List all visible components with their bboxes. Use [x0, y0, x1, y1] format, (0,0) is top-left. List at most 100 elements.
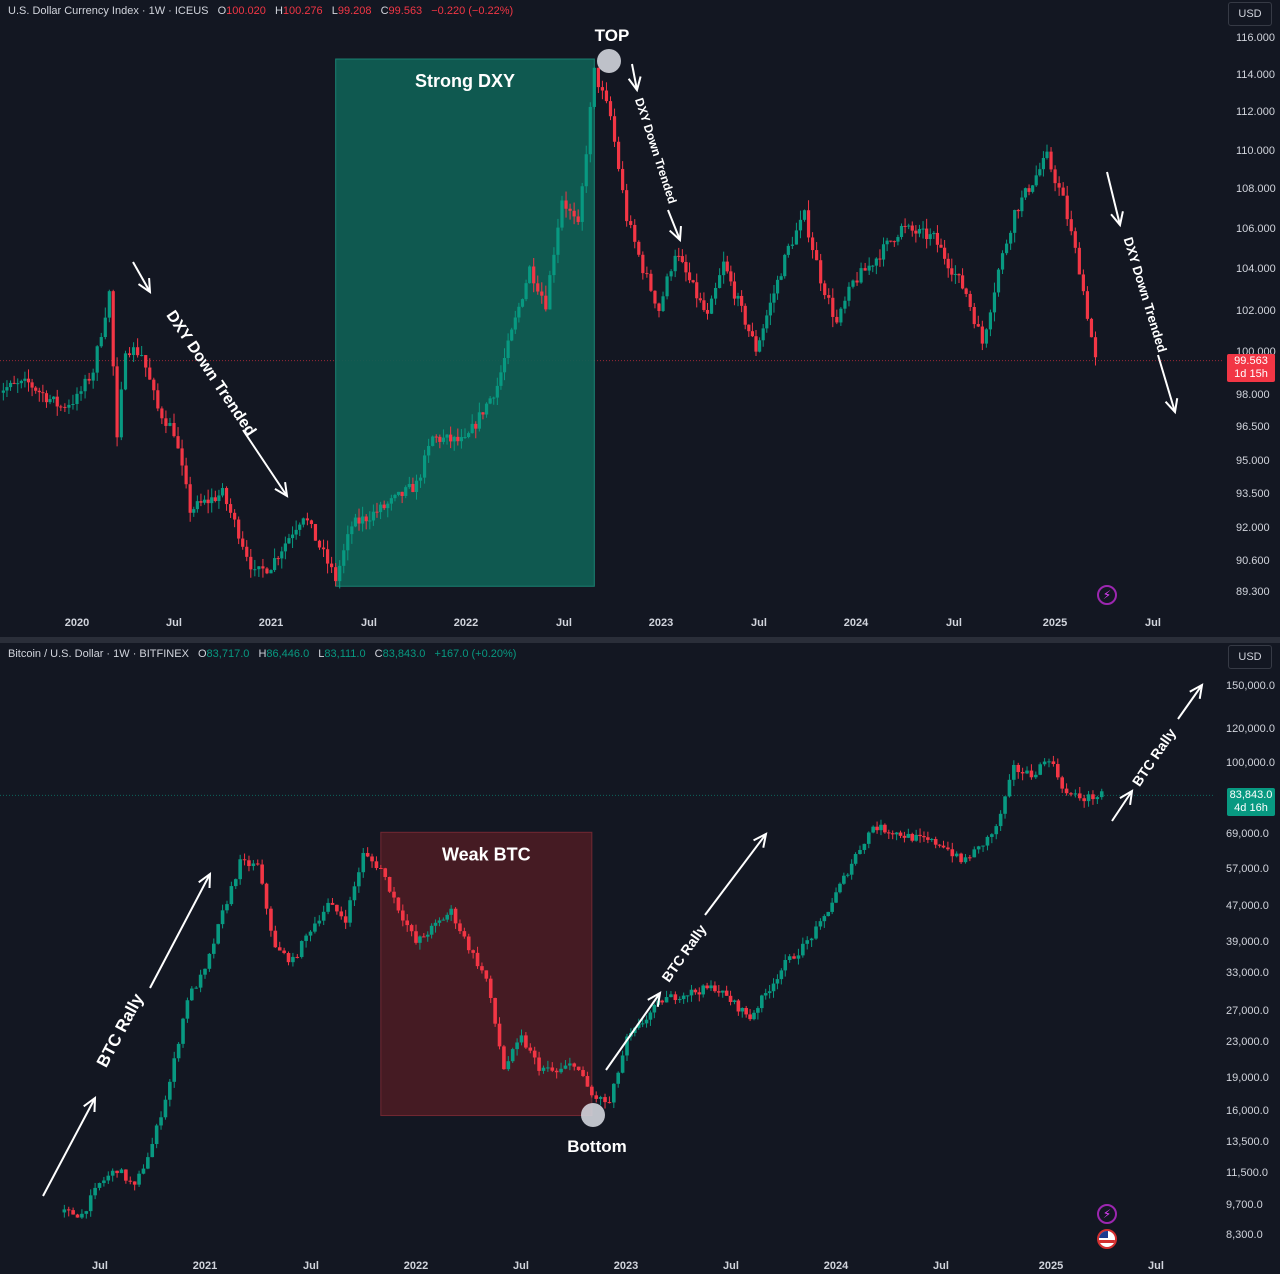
- btc-candle-body: [906, 833, 911, 838]
- btc-candle: [291, 952, 295, 967]
- dxy-y-tick-label: 98.000: [1236, 389, 1270, 401]
- dxy-candle: [396, 491, 401, 497]
- dxy-chart-svg[interactable]: Strong DXY 116.000 114.000 112.000 110.000 10…: [0, 0, 1280, 637]
- btc-candle: [488, 975, 493, 1003]
- dxy-candle-body: [592, 67, 596, 107]
- dxy-candle-body: [418, 477, 423, 481]
- btc-candle: [941, 840, 946, 849]
- dxy-candle: [867, 257, 871, 276]
- dxy-candle-body: [1020, 197, 1024, 212]
- btc-candle-body: [370, 856, 374, 862]
- dxy-candle-body: [839, 308, 843, 323]
- btc-candle: [493, 997, 497, 1027]
- btc-candle-body: [282, 950, 286, 954]
- dxy-candle: [172, 413, 176, 438]
- btc-candle: [422, 933, 426, 938]
- btc-candle: [796, 948, 801, 965]
- dxy-candle: [309, 519, 314, 529]
- dxy-candle: [342, 543, 346, 574]
- dxy-candle-body: [12, 382, 16, 384]
- dxy-candle: [757, 337, 762, 353]
- btc-candle-body: [458, 923, 462, 932]
- btc-candle-body: [894, 832, 899, 835]
- btc-candle-body: [317, 920, 322, 924]
- btc-candle: [229, 881, 234, 906]
- btc-candle: [728, 990, 733, 1006]
- btc-candle-body: [849, 863, 854, 875]
- btc-currency-button[interactable]: USD: [1228, 645, 1272, 669]
- dxy-candle-body: [1057, 183, 1061, 188]
- dxy-candle: [1065, 185, 1069, 226]
- btc-candle: [66, 1206, 71, 1217]
- btc-chart-svg[interactable]: Weak BTC 150,000.0 120,000.0 100,000.0 69,00…: [0, 643, 1280, 1274]
- btc-candle-body: [273, 930, 278, 948]
- dxy-candle-body: [669, 271, 673, 277]
- dxy-high-label: H: [274, 5, 283, 17]
- dxy-candle-body: [123, 353, 128, 390]
- btc-candle-body: [445, 914, 450, 920]
- btc-rally-arrow-1a: [42, 1095, 97, 1197]
- dxy-x-tick-label: Jul: [946, 617, 962, 629]
- btc-candle-body: [709, 985, 713, 989]
- btc-candle: [607, 1096, 612, 1104]
- btc-candle-body: [689, 989, 694, 996]
- dxy-candle-body: [265, 568, 269, 574]
- btc-candle-body: [796, 955, 801, 959]
- btc-candle-body: [563, 1065, 568, 1069]
- btc-candle: [84, 1210, 89, 1219]
- dxy-candle: [1000, 250, 1005, 274]
- btc-rally-arrow-3-head: [1189, 683, 1204, 699]
- dxy-candle: [740, 290, 744, 313]
- lightning-icon[interactable]: ⚡: [1097, 1204, 1117, 1224]
- btc-candle: [673, 991, 678, 1005]
- dxy-candle-body: [612, 116, 617, 142]
- dxy-chart-pane[interactable]: Strong DXY 116.000 114.000 112.000 110.000 10…: [0, 0, 1280, 637]
- dxy-candle: [115, 357, 119, 447]
- dxy-candle: [75, 387, 79, 411]
- dxy-candle-body: [819, 260, 823, 284]
- btc-candle-body: [159, 1117, 163, 1126]
- dxy-candle-body: [779, 276, 783, 280]
- dxy-candle: [19, 379, 23, 389]
- dxy-candle: [709, 295, 714, 315]
- btc-candle: [141, 1164, 146, 1175]
- btc-legend: Bitcoin / U.S. Dollar · 1W · BITFINEX O8…: [8, 648, 516, 660]
- dxy-candle: [798, 210, 803, 239]
- dxy-y-tick-label: 102.000: [1236, 305, 1276, 317]
- dxy-candle: [456, 428, 460, 446]
- btc-candle-body: [132, 1181, 137, 1185]
- dxy-candle-body: [283, 543, 287, 552]
- btc-candle-body: [771, 983, 776, 992]
- dxy-candle-body: [470, 423, 474, 434]
- dxy-currency-button[interactable]: USD: [1228, 2, 1272, 26]
- dxy-candle: [843, 296, 847, 314]
- dxy-candle-body: [91, 372, 95, 381]
- btc-candle: [387, 876, 392, 893]
- dxy-candle: [702, 292, 706, 312]
- dxy-candle: [294, 520, 298, 540]
- btc-chart-pane[interactable]: Weak BTC 150,000.0 120,000.0 100,000.0 69,00…: [0, 643, 1280, 1274]
- dxy-candle: [241, 531, 245, 550]
- dxy-candle: [1041, 151, 1046, 177]
- dxy-candle: [968, 290, 972, 311]
- dxy-candle-body: [645, 273, 649, 275]
- dxy-candle: [1057, 176, 1061, 196]
- us-flag-icon[interactable]: [1097, 1229, 1117, 1249]
- dxy-candle-body: [506, 340, 510, 358]
- dxy-downtrend-arrow-3a-head: [1110, 211, 1124, 228]
- btc-candle: [484, 970, 489, 982]
- btc-candle: [918, 828, 922, 843]
- dxy-candle: [645, 266, 649, 278]
- dxy-candle-body: [1041, 157, 1046, 170]
- lightning-icon[interactable]: ⚡: [1097, 585, 1117, 605]
- dxy-candle-body: [1004, 243, 1009, 254]
- pane-divider[interactable]: [0, 637, 1280, 643]
- btc-candle-body: [959, 853, 963, 863]
- dxy-candle-body: [827, 295, 831, 298]
- dxy-candle: [653, 290, 657, 309]
- btc-candle: [1038, 762, 1043, 776]
- dxy-candle-body: [783, 254, 787, 277]
- dxy-candle-body: [375, 511, 379, 513]
- dxy-candle-body: [382, 504, 386, 509]
- dxy-candle-body: [732, 281, 737, 299]
